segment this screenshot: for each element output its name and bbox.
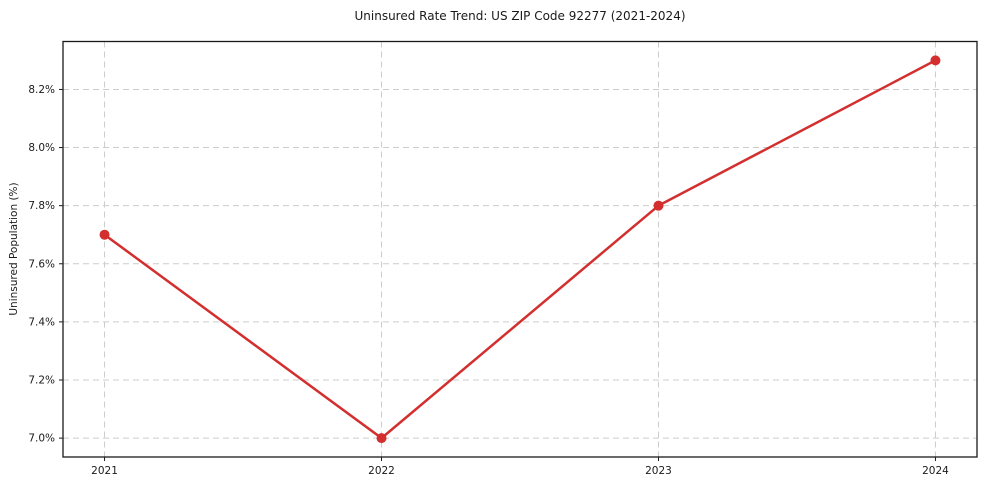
y-tick-label: 7.2% xyxy=(28,375,55,387)
plot-border xyxy=(62,40,978,458)
y-tick-label: 7.4% xyxy=(28,316,55,328)
x-tick-label: 2024 xyxy=(922,465,949,477)
x-tick-label: 2022 xyxy=(368,465,395,477)
x-tick-label: 2021 xyxy=(91,465,118,477)
data-point-marker xyxy=(930,55,941,66)
y-tick-label: 7.8% xyxy=(28,200,55,212)
y-tick-label: 7.6% xyxy=(28,258,55,270)
data-point-marker xyxy=(99,229,110,240)
data-line xyxy=(103,59,937,440)
data-point-marker xyxy=(376,433,387,444)
y-tick-label: 8.2% xyxy=(28,84,55,96)
chart-title: Uninsured Rate Trend: US ZIP Code 92277 … xyxy=(354,9,686,23)
x-tick-label: 2023 xyxy=(645,465,672,477)
y-tick-label: 8.0% xyxy=(28,142,55,154)
y-tick-label: 7.0% xyxy=(28,433,55,445)
data-point-marker xyxy=(653,200,664,211)
